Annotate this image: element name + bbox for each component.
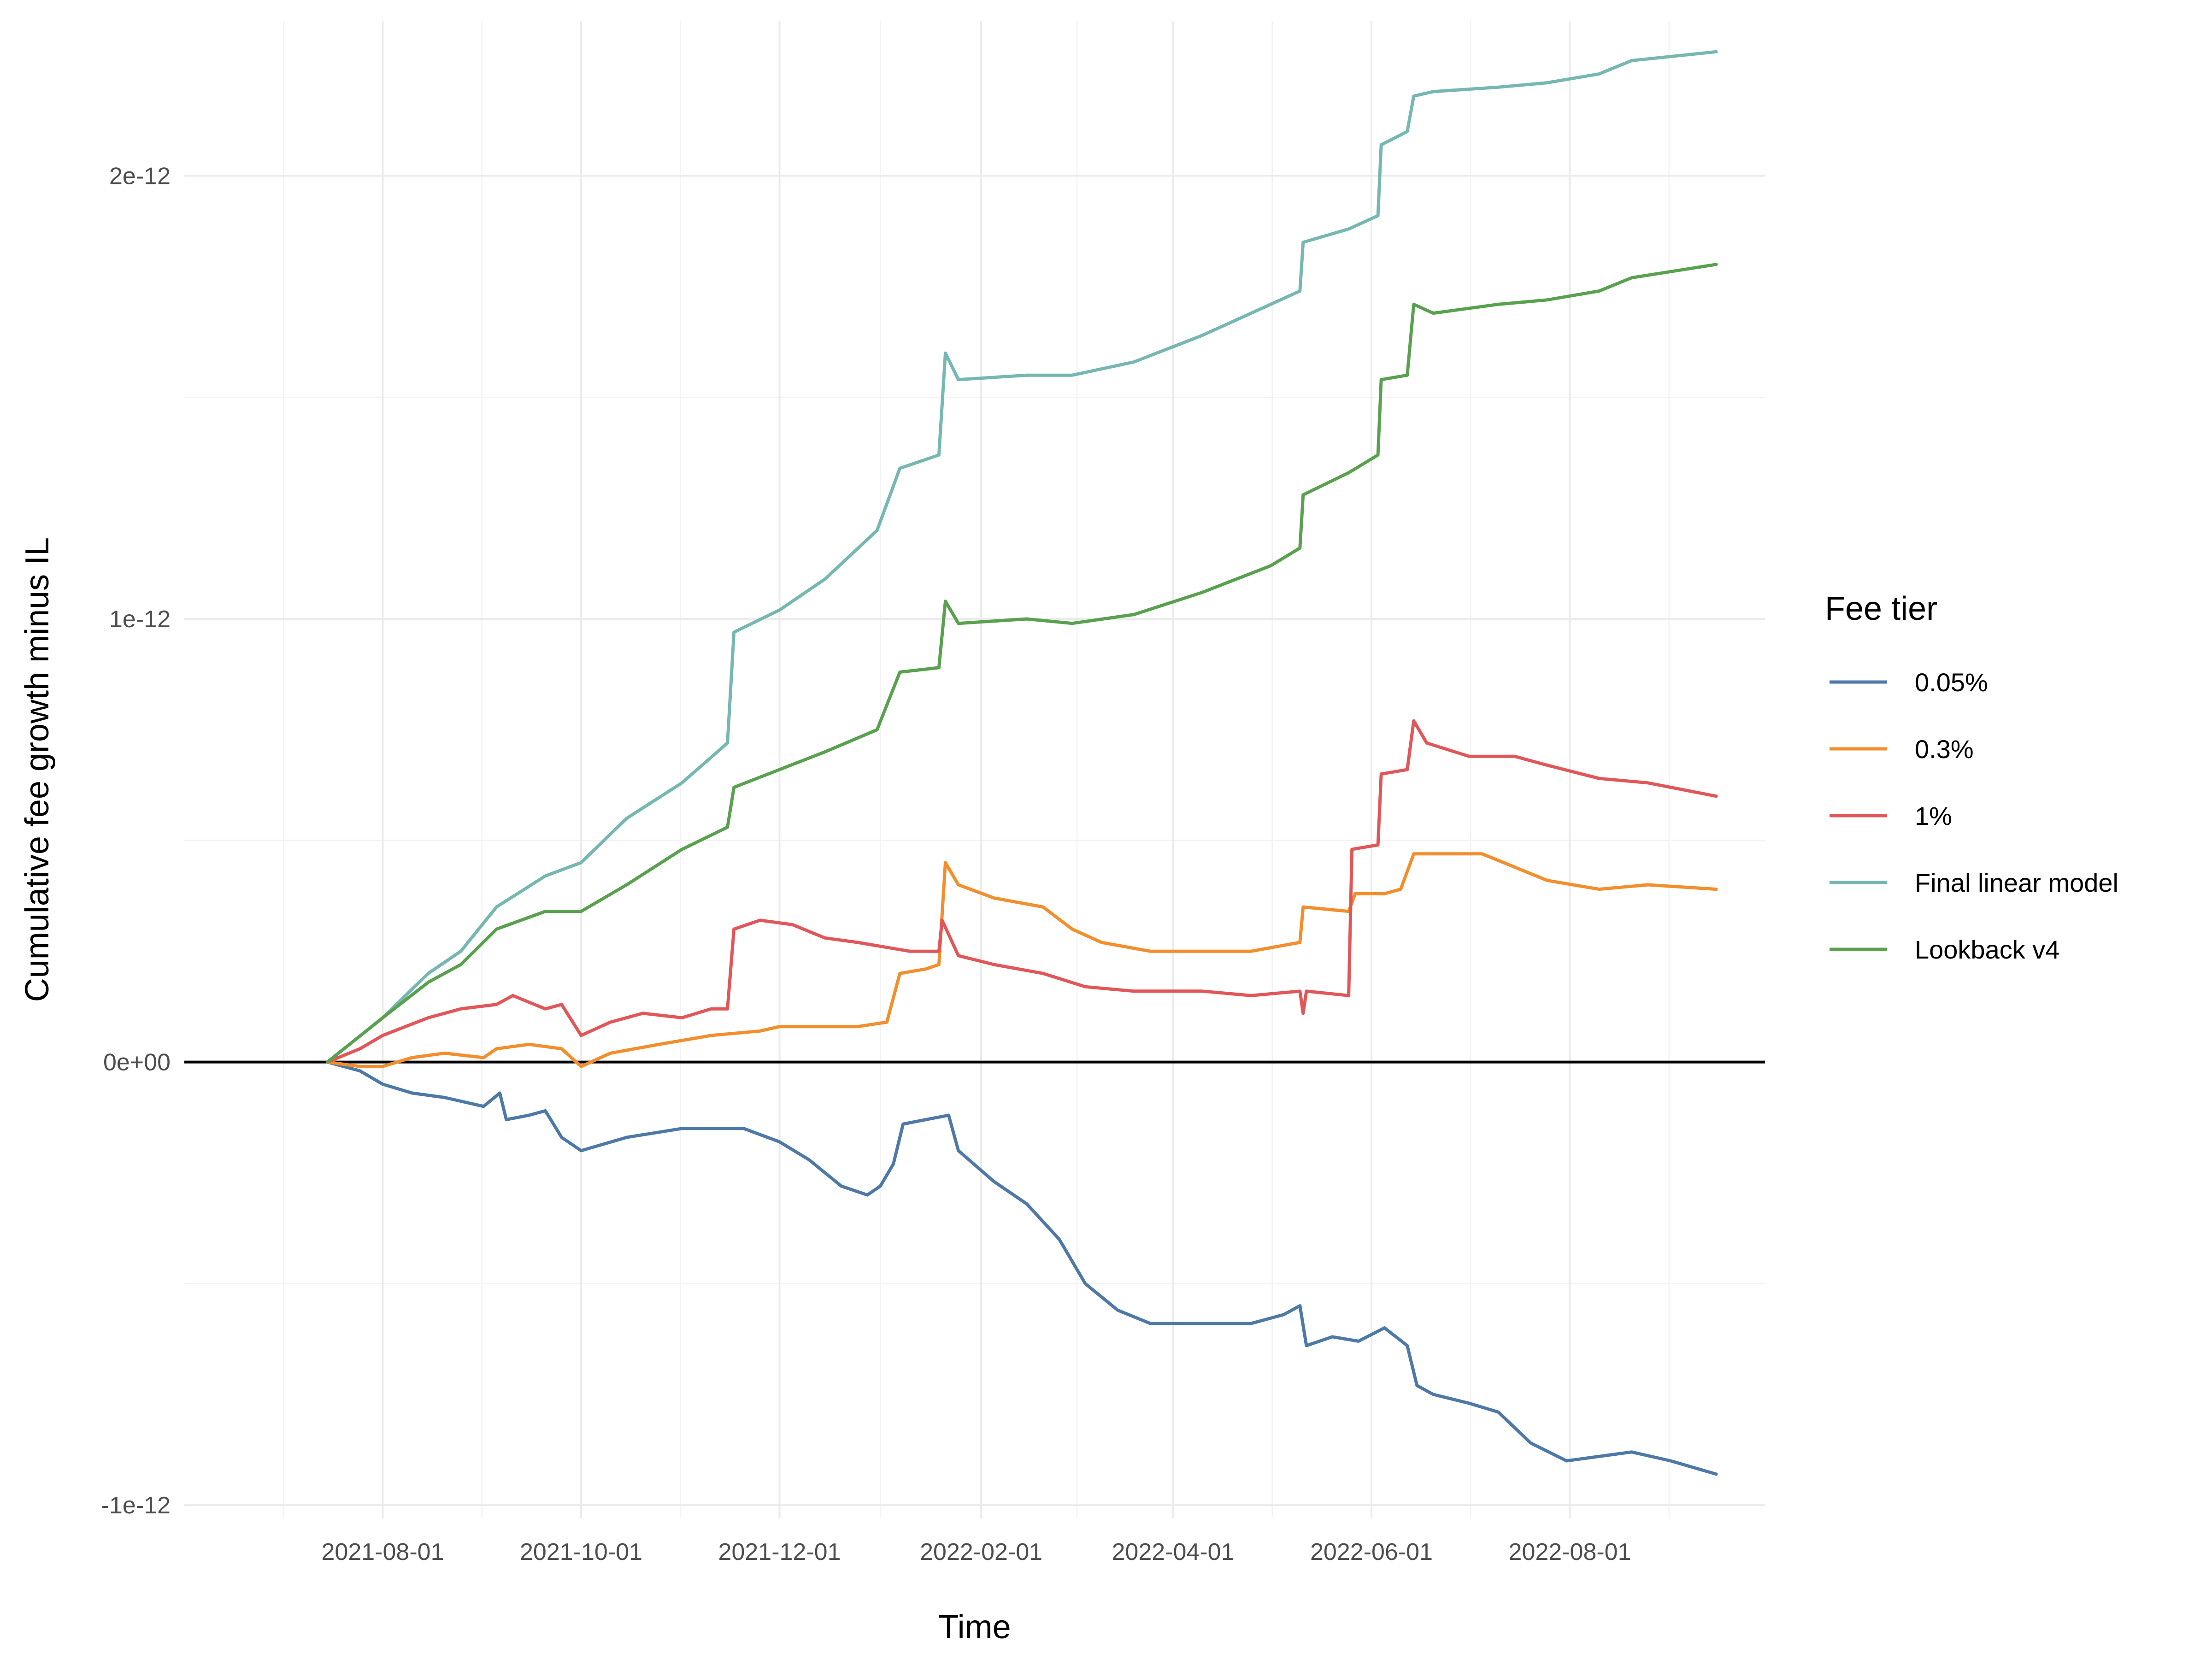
y-tick-label: -1e-12 [101,1492,171,1519]
legend-label: Final linear model [1915,868,2118,897]
x-tick-label: 2021-08-01 [322,1539,444,1565]
y-tick-label: 1e-12 [109,606,171,633]
legend-item: Lookback v4 [1830,935,2059,964]
legend-title: Fee tier [1825,590,1937,627]
x-tick-label: 2021-12-01 [718,1539,841,1565]
y-tick-label: 2e-12 [109,163,171,190]
x-tick-label: 2022-06-01 [1310,1539,1433,1565]
legend-item: 1% [1830,801,1952,830]
y-axis: -1e-12 0e+00 1e-12 2e-12 [101,163,171,1519]
legend-item: Final linear model [1830,868,2118,897]
x-axis: 2021-08-01 2021-10-01 2021-12-01 2022-02-01… [322,1539,1631,1565]
y-axis-title: Cumulative fee growth minus IL [19,537,56,1002]
legend-item: 0.3% [1830,735,1974,764]
x-tick-label: 2022-08-01 [1509,1539,1631,1565]
major-gridlines [184,21,1765,1518]
series-layer [326,50,1718,1476]
y-tick-label: 0e+00 [103,1049,171,1076]
series-line-2 [326,719,1718,1064]
legend-label: Lookback v4 [1915,935,2059,964]
legend-item: 0.05% [1830,668,1988,697]
legend: Fee tier 0.05% 0.3% 1% Final linear model Lo… [1825,590,2118,964]
legend-items: 0.05% 0.3% 1% Final linear model Lookback v4 [1830,668,2118,964]
x-tick-label: 2022-04-01 [1112,1539,1235,1565]
series-line-3 [326,50,1718,1064]
series-line-1 [326,852,1718,1068]
x-tick-label: 2021-10-01 [520,1539,642,1565]
minor-gridlines [184,21,1765,1518]
legend-label: 0.05% [1915,668,1988,697]
x-axis-title: Time [938,1609,1011,1646]
series-line-0 [326,1060,1718,1476]
x-tick-label: 2022-02-01 [920,1539,1042,1565]
legend-label: 0.3% [1915,735,1974,764]
series-line-4 [326,263,1718,1064]
legend-label: 1% [1915,801,1952,830]
